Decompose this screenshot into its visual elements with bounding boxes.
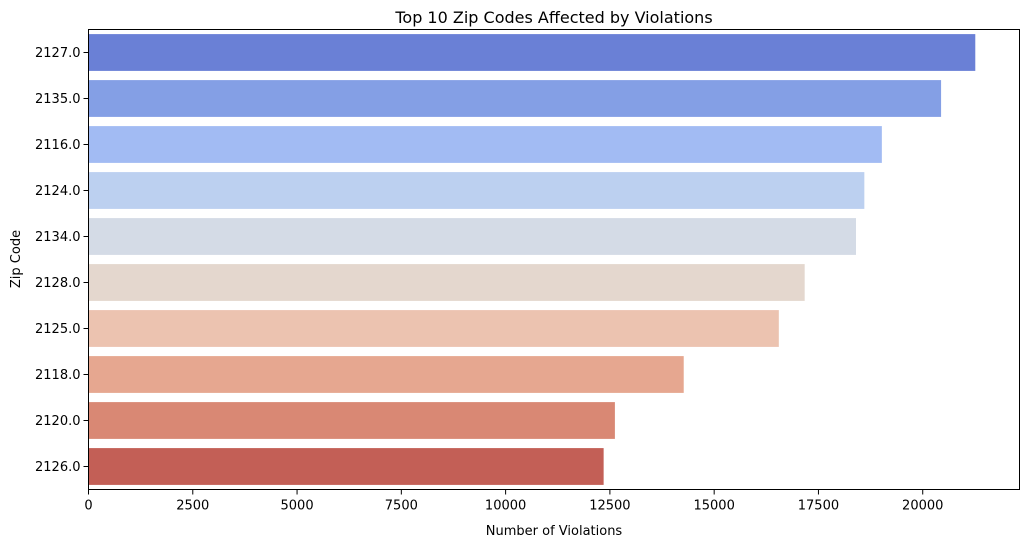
bar-2124.0 [88,172,865,209]
plot-frame [88,29,1020,490]
x-tick-label: 0 [84,499,92,514]
bar-2128.0 [88,264,805,301]
y-tick-label: 2127.0 [35,46,81,61]
x-axis-ticks: 0 2500 5000 7500 10000 12500 15000 17500 20000 [84,489,943,514]
bar-2126.0 [88,448,604,485]
x-tick-label: 17500 [798,499,839,514]
x-tick-label: 10000 [485,499,526,514]
y-tick-label: 2125.0 [35,322,81,337]
y-tick-label: 2128.0 [35,276,81,291]
y-tick-label: 2116.0 [35,138,81,153]
y-tick-label: 2124.0 [35,184,81,199]
bar-2118.0 [88,356,684,393]
y-tick-label: 2126.0 [35,460,81,475]
bar-2116.0 [88,126,882,163]
y-tick-label: 2118.0 [35,368,81,383]
bar-2125.0 [88,310,779,347]
y-tick-label: 2120.0 [35,414,81,429]
x-tick-label: 20000 [902,499,943,514]
y-axis-ticks: 2127.0 2135.0 2116.0 2124.0 2134.0 2128.0 2125… [35,46,89,475]
x-tick-label: 12500 [589,499,630,514]
x-tick-label: 15000 [693,499,734,514]
bar-2134.0 [88,218,856,255]
x-axis-label: Number of Violations [486,524,623,539]
y-axis-label: Zip Code [9,230,24,288]
x-tick-label: 7500 [385,499,418,514]
x-tick-label: 5000 [281,499,314,514]
bars-group [88,34,976,485]
y-tick-label: 2135.0 [35,92,81,107]
chart-title: Top 10 Zip Codes Affected by Violations [394,8,712,27]
bar-2120.0 [88,402,615,439]
y-tick-label: 2134.0 [35,230,81,245]
bar-2127.0 [88,34,976,71]
x-tick-label: 2500 [176,499,209,514]
bar-2135.0 [88,80,942,117]
